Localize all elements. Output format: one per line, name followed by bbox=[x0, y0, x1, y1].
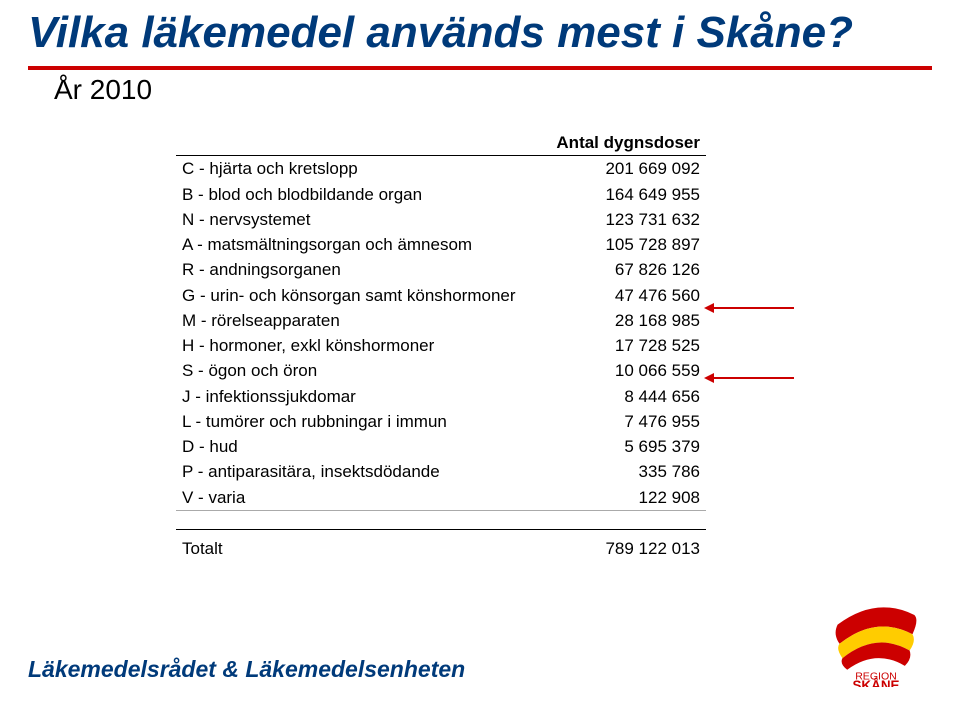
subtitle-year: År 2010 bbox=[54, 74, 152, 106]
table-header-value: Antal dygnsdoser bbox=[541, 130, 706, 156]
table-cell-value: 7 476 955 bbox=[541, 409, 706, 434]
footer-text: Läkemedelsrådet & Läkemedelsenheten bbox=[28, 656, 465, 683]
table-cell-value: 5 695 379 bbox=[541, 434, 706, 459]
table-cell-value: 67 826 126 bbox=[541, 257, 706, 282]
table-cell-label: A - matsmältningsorgan och ämnesom bbox=[176, 232, 541, 257]
region-skane-logo: REGION SKÅNE bbox=[828, 591, 924, 687]
table-cell-label: H - hormoner, exkl könshormoner bbox=[176, 333, 541, 358]
title-underline bbox=[28, 66, 932, 70]
page-title: Vilka läkemedel används mest i Skåne? bbox=[28, 8, 853, 58]
table-cell-value: 8 444 656 bbox=[541, 384, 706, 409]
data-table-wrap: Antal dygnsdoser C - hjärta och kretslop… bbox=[176, 130, 706, 561]
table-cell-label: V - varia bbox=[176, 485, 541, 511]
logo-svg: REGION SKÅNE bbox=[828, 591, 924, 687]
table-cell-label: M - rörelseapparaten bbox=[176, 308, 541, 333]
table-cell-label: S - ögon och öron bbox=[176, 358, 541, 383]
table-row: G - urin- och könsorgan samt könshormone… bbox=[176, 283, 706, 308]
table-cell-value: 335 786 bbox=[541, 459, 706, 484]
table-cell-label: B - blod och blodbildande organ bbox=[176, 182, 541, 207]
table-cell-label: D - hud bbox=[176, 434, 541, 459]
table-cell-value: 164 649 955 bbox=[541, 182, 706, 207]
table-row: H - hormoner, exkl könshormoner17 728 52… bbox=[176, 333, 706, 358]
arrow-line bbox=[712, 377, 794, 379]
table-gap-row bbox=[176, 511, 706, 530]
table-header-blank bbox=[176, 130, 541, 156]
table-cell-value: 47 476 560 bbox=[541, 283, 706, 308]
table-row: A - matsmältningsorgan och ämnesom105 72… bbox=[176, 232, 706, 257]
table-cell-value: 17 728 525 bbox=[541, 333, 706, 358]
callout-arrow bbox=[712, 307, 794, 309]
table-row: J - infektionssjukdomar8 444 656 bbox=[176, 384, 706, 409]
table-cell-label: C - hjärta och kretslopp bbox=[176, 156, 541, 182]
table-row: D - hud5 695 379 bbox=[176, 434, 706, 459]
table-row: L - tumörer och rubbningar i immun7 476 … bbox=[176, 409, 706, 434]
table-cell-label: L - tumörer och rubbningar i immun bbox=[176, 409, 541, 434]
table-row: N - nervsystemet123 731 632 bbox=[176, 207, 706, 232]
table-row: P - antiparasitära, insektsdödande335 78… bbox=[176, 459, 706, 484]
table-cell-label: R - andningsorganen bbox=[176, 257, 541, 282]
table-cell-value: 122 908 bbox=[541, 485, 706, 511]
table-row: S - ögon och öron10 066 559 bbox=[176, 358, 706, 383]
table-cell-value: 123 731 632 bbox=[541, 207, 706, 232]
table-total-label: Totalt bbox=[176, 529, 541, 561]
callout-arrow bbox=[712, 377, 794, 379]
logo-text-line2: SKÅNE bbox=[852, 678, 899, 687]
table-cell-label: P - antiparasitära, insektsdödande bbox=[176, 459, 541, 484]
table-total-value: 789 122 013 bbox=[541, 529, 706, 561]
table-cell-value: 28 168 985 bbox=[541, 308, 706, 333]
arrow-head-icon bbox=[704, 373, 714, 383]
data-table: Antal dygnsdoser C - hjärta och kretslop… bbox=[176, 130, 706, 561]
table-row: B - blod och blodbildande organ164 649 9… bbox=[176, 182, 706, 207]
table-cell-value: 201 669 092 bbox=[541, 156, 706, 182]
table-header-row: Antal dygnsdoser bbox=[176, 130, 706, 156]
table-cell-value: 105 728 897 bbox=[541, 232, 706, 257]
table-row: R - andningsorganen67 826 126 bbox=[176, 257, 706, 282]
table-row: V - varia122 908 bbox=[176, 485, 706, 511]
arrow-head-icon bbox=[704, 303, 714, 313]
table-cell-value: 10 066 559 bbox=[541, 358, 706, 383]
table-cell-label: G - urin- och könsorgan samt könshormone… bbox=[176, 283, 541, 308]
table-cell-label: J - infektionssjukdomar bbox=[176, 384, 541, 409]
arrow-line bbox=[712, 307, 794, 309]
table-total-row: Totalt789 122 013 bbox=[176, 529, 706, 561]
table-row: C - hjärta och kretslopp201 669 092 bbox=[176, 156, 706, 182]
table-cell-label: N - nervsystemet bbox=[176, 207, 541, 232]
table-row: M - rörelseapparaten28 168 985 bbox=[176, 308, 706, 333]
